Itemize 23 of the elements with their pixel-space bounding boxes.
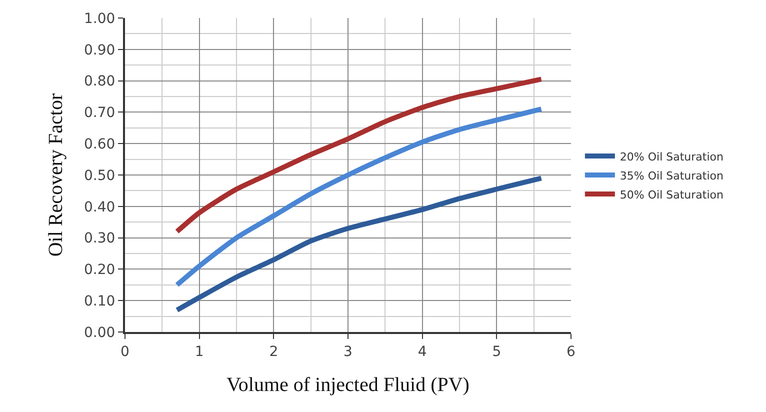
legend-label: 35% Oil Saturation: [620, 169, 724, 182]
y-tick-label: 0.50: [84, 168, 116, 184]
y-tick-label: 0.00: [84, 324, 116, 341]
x-axis-title: Volume of injected Fluid (PV): [226, 374, 470, 396]
y-tick-label: 0.80: [84, 74, 116, 90]
y-tick-label: 0.40: [84, 199, 116, 216]
y-axis-title: Oil Recovery Factor: [45, 93, 68, 257]
y-tick-label: 0.60: [84, 136, 116, 152]
y-tick-label: 0.30: [84, 230, 116, 247]
x-tick-label: 5: [492, 344, 502, 360]
x-tick-label: 1: [194, 344, 204, 360]
legend-label: 20% Oil Saturation: [620, 150, 724, 164]
y-tick-label: 0.20: [84, 262, 116, 278]
y-tick-label: 0.10: [84, 294, 116, 310]
x-tick-label: 6: [566, 344, 576, 360]
x-tick-label: 4: [418, 344, 427, 360]
y-tick-label: 0.90: [84, 42, 116, 58]
x-tick-label: 3: [344, 344, 352, 360]
y-tick-label: 1.00: [84, 10, 116, 27]
x-tick-label: 2: [269, 344, 278, 360]
x-tick-label: 0: [120, 344, 130, 360]
legend-label: 50% Oil Saturation: [620, 188, 724, 202]
y-tick-label: 0.70: [84, 105, 116, 122]
